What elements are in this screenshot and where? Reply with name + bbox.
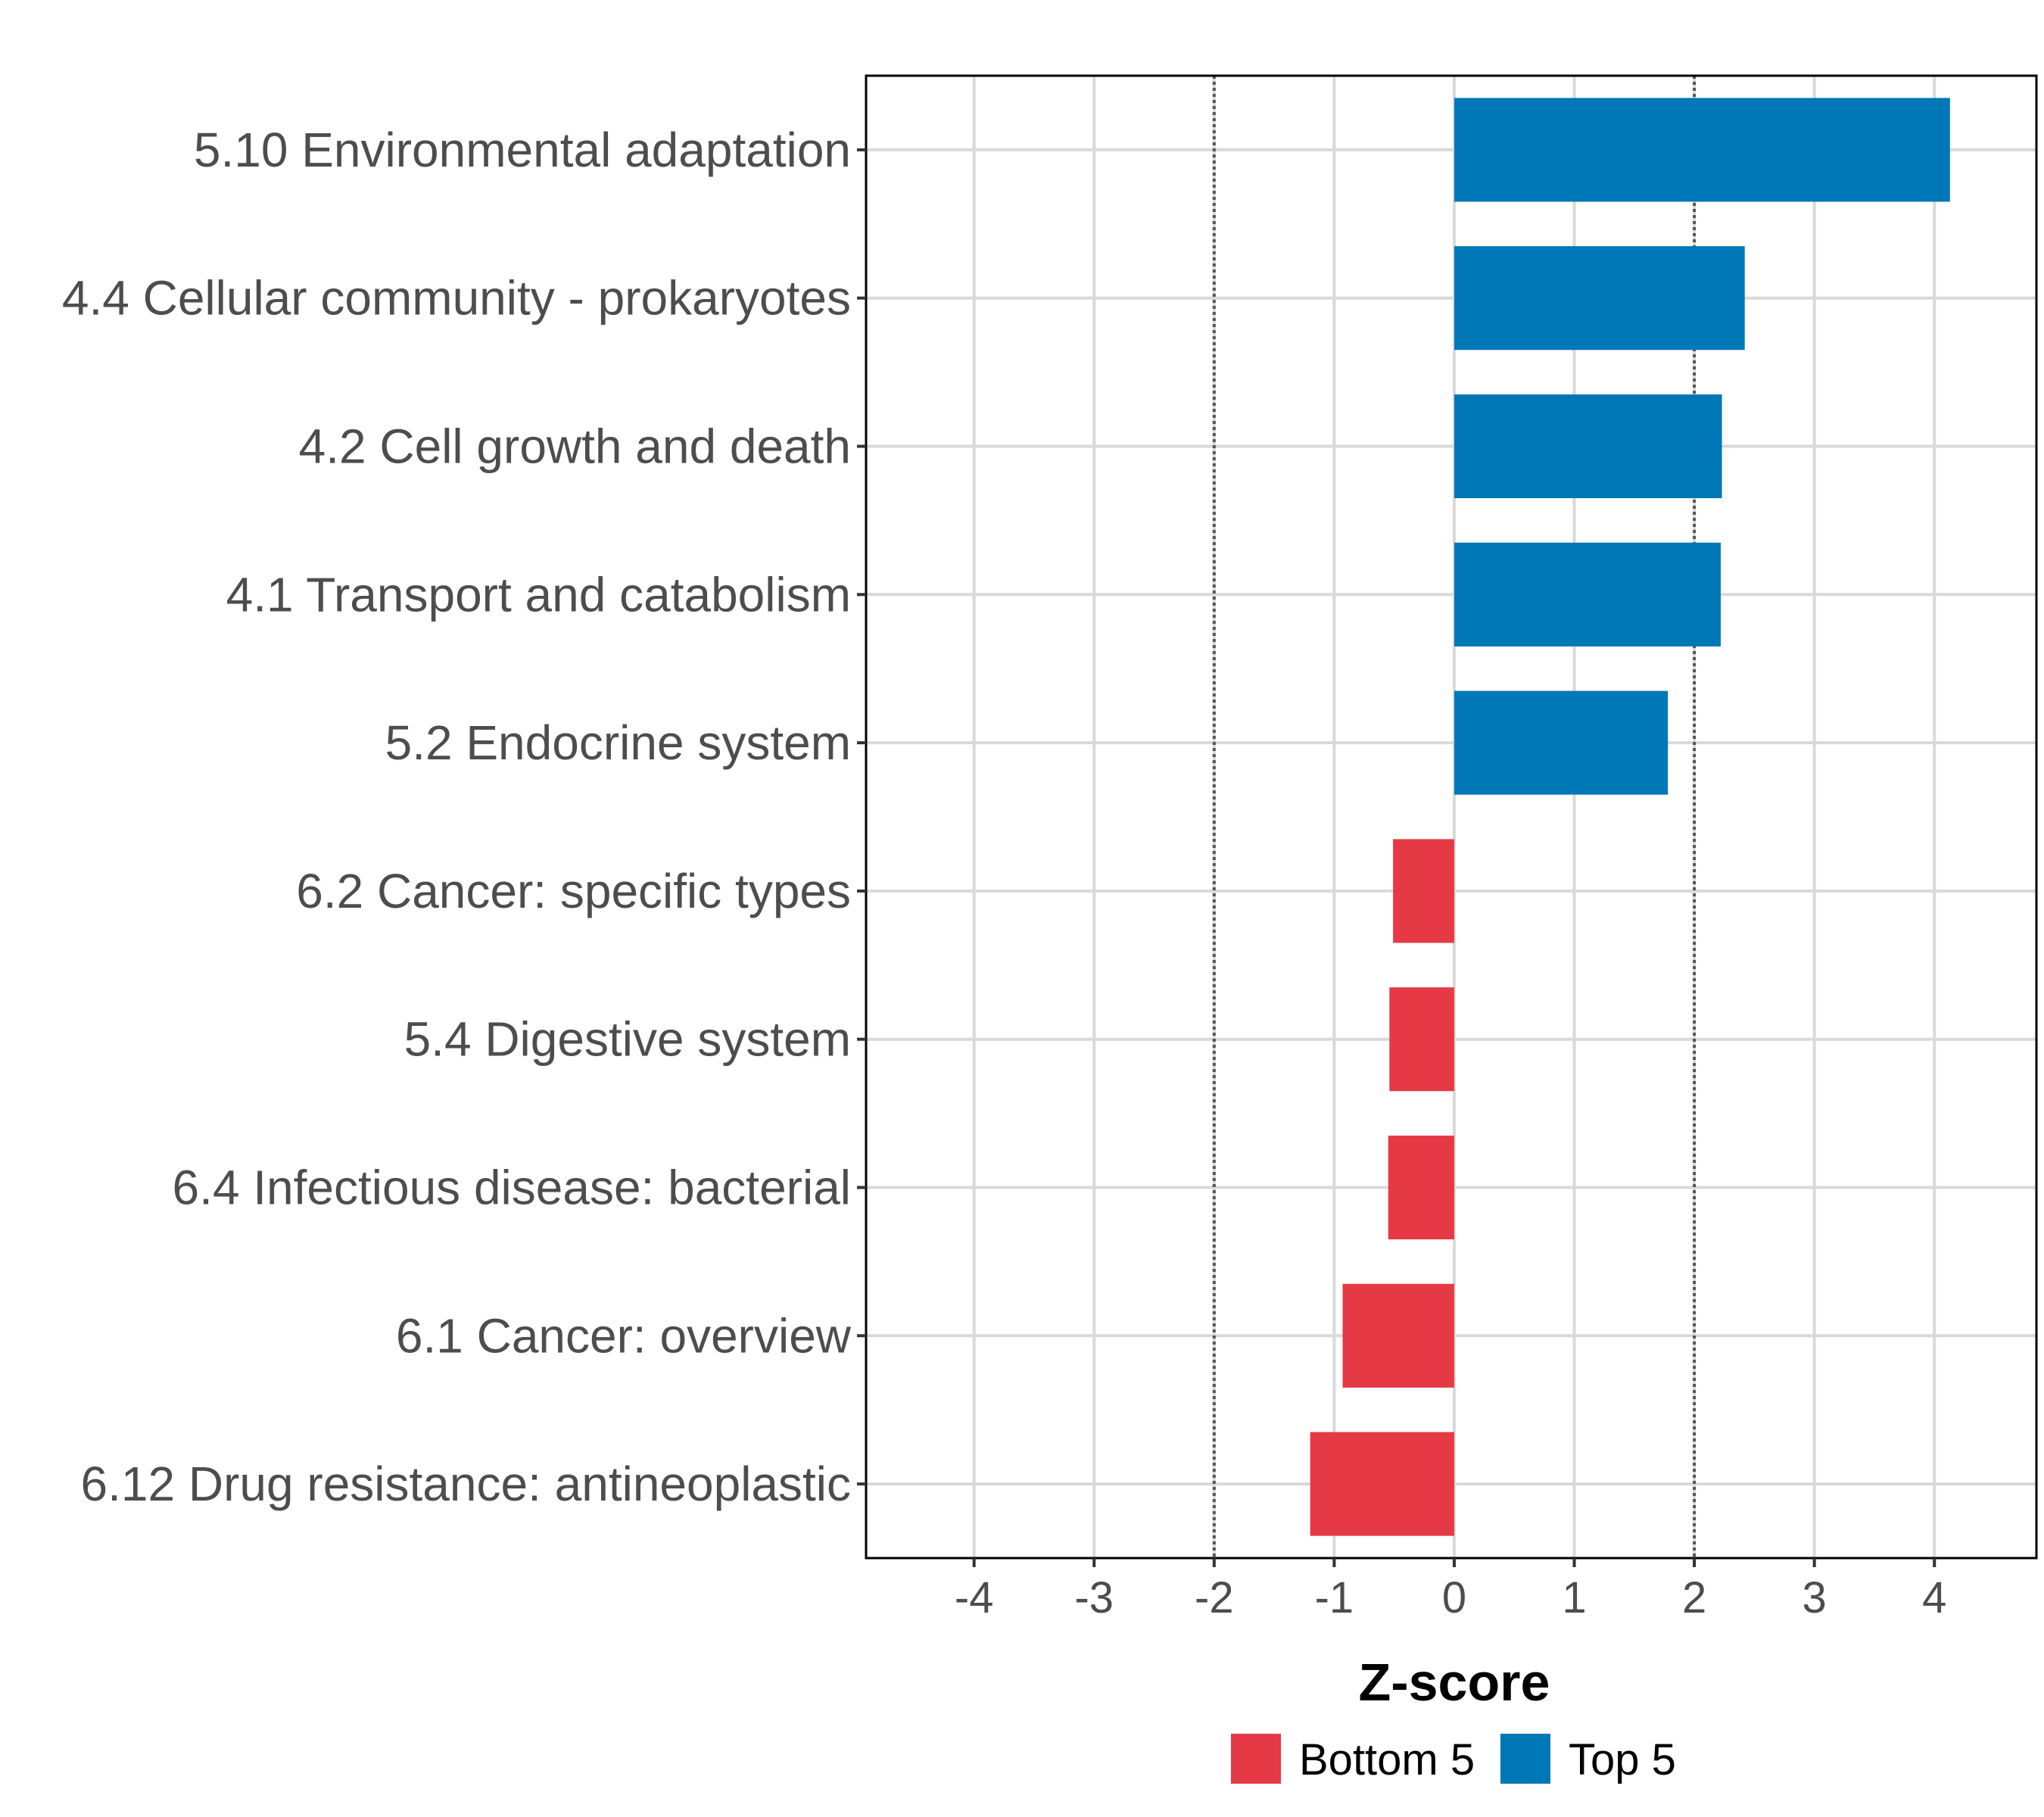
bar xyxy=(1342,1283,1454,1388)
x-axis: -4 -3 -2 -1 0 1 2 3 4 xyxy=(955,1558,1946,1622)
bar xyxy=(1454,690,1669,795)
x-tick-label: 1 xyxy=(1562,1573,1586,1622)
x-tick-label: 4 xyxy=(1922,1573,1946,1622)
y-tick-label: 4.4 Cellular community - prokaryotes xyxy=(62,271,851,326)
y-tick-label: 6.2 Cancer: specific types xyxy=(296,864,851,918)
x-tick-label: -2 xyxy=(1195,1573,1234,1622)
bar xyxy=(1454,246,1745,351)
x-tick-label: -1 xyxy=(1315,1573,1354,1622)
legend-swatch xyxy=(1500,1734,1550,1784)
x-tick-label: -3 xyxy=(1074,1573,1114,1622)
x-tick-label: 2 xyxy=(1682,1573,1706,1622)
reference-lines xyxy=(1212,76,1697,1558)
bar xyxy=(1454,542,1721,647)
bar xyxy=(1393,839,1454,943)
y-tick-label: 4.2 Cell growth and death xyxy=(299,419,851,474)
y-tick-label: 6.12 Drug resistance: antineoplastic xyxy=(81,1457,851,1511)
x-tick-label: 3 xyxy=(1803,1573,1827,1622)
y-tick-label: 5.4 Digestive system xyxy=(404,1012,851,1067)
y-tick-label: 5.10 Environmental adaptation xyxy=(194,123,851,177)
y-tick-label: 6.4 Infectious disease: bacterial xyxy=(172,1161,851,1215)
y-tick-label: 5.2 Endocrine system xyxy=(385,715,851,770)
bar xyxy=(1388,1135,1454,1240)
bar xyxy=(1454,394,1722,499)
x-tick-label: -4 xyxy=(955,1573,994,1622)
legend-swatch xyxy=(1231,1734,1281,1784)
y-axis: 5.10 Environmental adaptation 4.4 Cellula… xyxy=(62,123,866,1511)
legend-label: Bottom 5 xyxy=(1299,1735,1475,1784)
plot-panel-border xyxy=(865,74,2038,1560)
bar xyxy=(1310,1432,1454,1536)
legend-label: Top 5 xyxy=(1569,1735,1676,1784)
x-axis-title: Z-score xyxy=(1359,1653,1550,1712)
y-tick-label: 6.1 Cancer: overview xyxy=(396,1308,852,1363)
legend: Bottom 5 Top 5 xyxy=(1231,1734,1676,1784)
x-tick-label: 0 xyxy=(1442,1573,1466,1622)
y-tick-label: 4.1 Transport and catabolism xyxy=(226,567,851,622)
bar xyxy=(1389,987,1454,1092)
bar xyxy=(1454,98,1950,202)
bars xyxy=(1310,98,1950,1536)
